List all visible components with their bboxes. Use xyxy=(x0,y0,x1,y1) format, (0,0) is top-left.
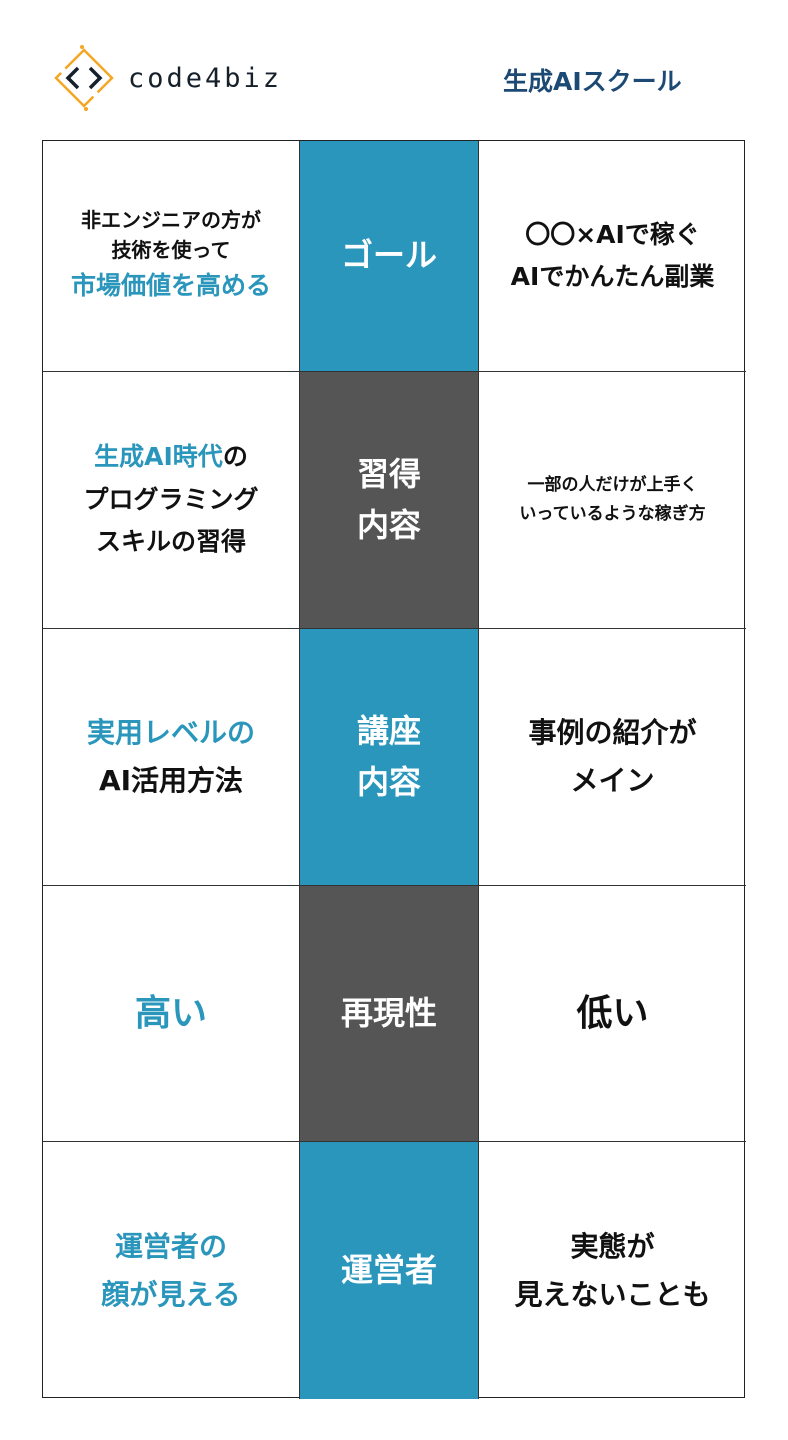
reproducibility-right-cell: 低い xyxy=(479,886,746,1142)
course-left-cell: 実用レベルの AI活用方法 xyxy=(43,629,300,886)
text-line: 生成AI時代の xyxy=(94,436,248,479)
text-line: 非エンジニアの方が xyxy=(81,207,261,232)
code4biz-logo: code4biz xyxy=(50,44,282,112)
row-header: 再現性 xyxy=(340,993,437,1032)
highlight-text: 生成AI時代 xyxy=(94,442,223,472)
text-line: 低い xyxy=(576,992,649,1034)
row-header: 運営者 xyxy=(340,1250,437,1289)
course-header-cell: 講座 内容 xyxy=(300,629,479,886)
goal-left-cell: 非エンジニアの方が 技術を使って 市場価値を高める xyxy=(43,141,300,372)
text-line: いっているような稼ぎ方 xyxy=(519,504,706,524)
highlight-text: 顔が見える xyxy=(101,1277,241,1311)
row-header: 講座 xyxy=(356,711,421,750)
text-line: 〇〇×AIで稼ぐ xyxy=(525,219,700,249)
operator-right-cell: 実態が 見えないことも xyxy=(479,1142,746,1399)
course-right-cell: 事例の紹介が メイン xyxy=(479,629,746,886)
learning-right-cell: 一部の人だけが上手く いっているような稼ぎ方 xyxy=(479,372,746,629)
text-line: 見えないことも xyxy=(514,1277,711,1311)
goal-header-cell: ゴール xyxy=(300,141,479,372)
text-line: 実態が xyxy=(570,1229,655,1263)
text: の xyxy=(222,442,248,472)
operator-header-cell: 運営者 xyxy=(300,1142,479,1399)
text-line: スキルの習得 xyxy=(95,527,246,557)
highlight-text: 高い xyxy=(134,992,207,1034)
row-header: 内容 xyxy=(356,506,421,544)
text-line: メイン xyxy=(570,764,655,797)
reproducibility-left-cell: 高い xyxy=(43,886,300,1142)
brand-name: code4biz xyxy=(128,62,283,94)
highlight-text: 実用レベルの xyxy=(86,716,255,750)
text-line: AI活用方法 xyxy=(98,764,244,797)
text-line: AIでかんたん副業 xyxy=(510,262,715,291)
goal-right-cell: 〇〇×AIで稼ぐ AIでかんたん副業 xyxy=(479,141,746,372)
row-header: 習得 xyxy=(356,454,421,493)
highlight-text: 運営者の xyxy=(114,1229,227,1263)
learning-header-cell: 習得 内容 xyxy=(300,372,479,629)
learning-left-cell: 生成AI時代の プログラミング スキルの習得 xyxy=(43,372,300,629)
code-brackets-logo-icon xyxy=(54,45,114,111)
row-header: ゴール xyxy=(340,236,437,275)
text-line: 技術を使って xyxy=(111,237,231,262)
text-line: 一部の人だけが上手く xyxy=(527,475,698,496)
text-line: 事例の紹介が xyxy=(528,716,697,750)
school-label: 生成AIスクール xyxy=(503,67,682,96)
comparison-table: 非エンジニアの方が 技術を使って 市場価値を高める ゴール 〇〇×AIで稼ぐ A… xyxy=(42,140,746,1399)
reproducibility-header-cell: 再現性 xyxy=(300,886,479,1142)
row-header: 内容 xyxy=(356,763,421,801)
operator-left-cell: 運営者の 顔が見える xyxy=(43,1142,300,1399)
highlight-text: 市場価値を高める xyxy=(70,270,271,300)
text-line: プログラミング xyxy=(83,484,259,514)
